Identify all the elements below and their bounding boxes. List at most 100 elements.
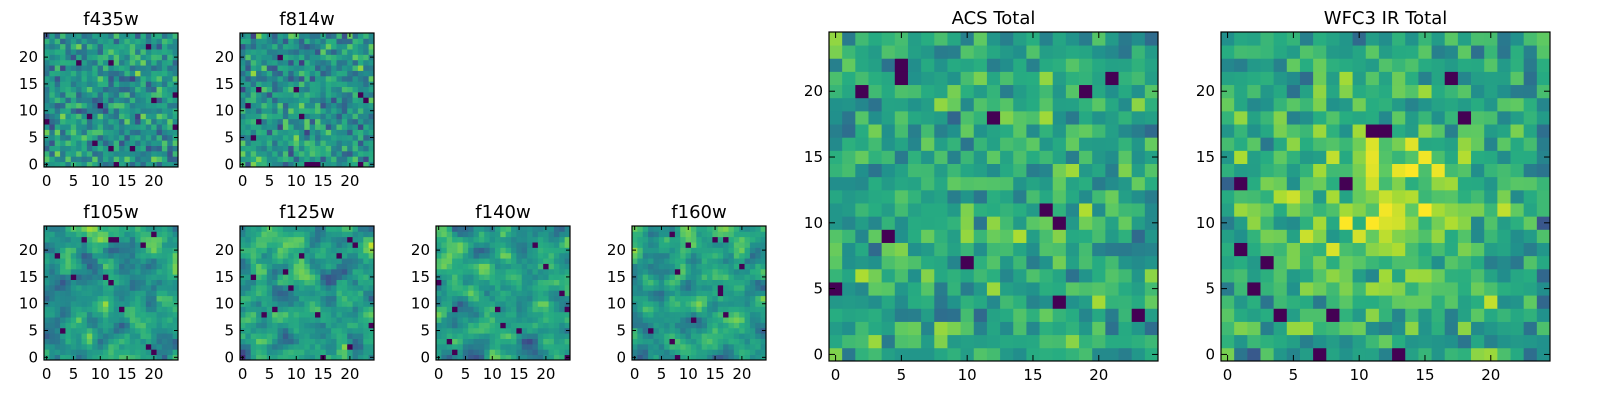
- heatmap-cell: [1431, 242, 1446, 257]
- heatmap-cell: [527, 327, 533, 334]
- heatmap-cell: [1247, 216, 1261, 230]
- heatmap-cell: [124, 349, 131, 356]
- heatmap-cell: [298, 284, 305, 291]
- heatmap-cell: [543, 258, 549, 264]
- heatmap-cell: [658, 279, 665, 286]
- heatmap-cell: [331, 124, 337, 130]
- heatmap-cell: [341, 333, 348, 339]
- heatmap-cell: [1471, 203, 1485, 217]
- heatmap-cell: [1273, 295, 1288, 309]
- heatmap-cell: [446, 236, 453, 243]
- heatmap-cell: [315, 65, 321, 71]
- heatmap-cell: [921, 110, 935, 125]
- heatmap-cell: [829, 110, 843, 125]
- heatmap-cell: [102, 134, 109, 141]
- heatmap-cell: [124, 247, 131, 254]
- heatmap-cell: [277, 54, 284, 61]
- heatmap-cell: [1431, 295, 1446, 309]
- heatmap-cell: [717, 231, 724, 238]
- heatmap-cell: [468, 236, 474, 243]
- heatmap-cell: [54, 290, 61, 297]
- heatmap-cell: [934, 268, 948, 283]
- heatmap-cell: [548, 306, 555, 313]
- heatmap-cell: [842, 321, 856, 336]
- heatmap-cell: [309, 49, 316, 55]
- heatmap-cell: [527, 231, 533, 238]
- heatmap-cell: [489, 236, 496, 243]
- heatmap-cell: [245, 301, 252, 307]
- heatmap-cell: [701, 236, 708, 243]
- heatmap-cell: [65, 161, 72, 168]
- heatmap-cell: [1378, 242, 1393, 257]
- heatmap-cell: [65, 54, 72, 61]
- heatmap-cell: [934, 97, 948, 112]
- heatmap-cell: [60, 70, 66, 77]
- heatmap-cell: [749, 311, 756, 318]
- heatmap-cell: [1052, 308, 1067, 322]
- heatmap-cell: [537, 306, 544, 313]
- heatmap-cell: [298, 263, 305, 270]
- heatmap-cell: [261, 129, 268, 136]
- heatmap-cell: [1352, 282, 1367, 296]
- heatmap-cell: [102, 226, 109, 232]
- heatmap-cell: [113, 113, 120, 120]
- heatmap-cell: [1144, 347, 1159, 362]
- heatmap-cell: [1365, 229, 1380, 243]
- heatmap-cell: [907, 110, 922, 125]
- heatmap-cell: [648, 284, 654, 291]
- heatmap-cell: [632, 236, 638, 243]
- heatmap-cell: [167, 306, 174, 313]
- heatmap-cell: [363, 343, 370, 350]
- heatmap-cell: [76, 354, 82, 361]
- heatmap-cell: [559, 295, 566, 302]
- heatmap-cell: [452, 242, 458, 248]
- heatmap-cell: [1092, 295, 1106, 309]
- heatmap-cell: [868, 334, 883, 349]
- heatmap-cell: [1536, 268, 1551, 283]
- heatmap-cell: [1431, 334, 1446, 349]
- heatmap-cell: [669, 295, 676, 302]
- heatmap-cell: [473, 295, 480, 302]
- heatmap-cell: [1273, 216, 1288, 230]
- heatmap-cell: [336, 343, 343, 350]
- heatmap-cell: [494, 295, 501, 302]
- heatmap-cell: [921, 124, 935, 138]
- heatmap-cell: [272, 327, 278, 334]
- heatmap-cell: [167, 322, 174, 329]
- heatmap-cell: [658, 236, 665, 243]
- heatmap-cell: [277, 150, 284, 157]
- heatmap-cell: [947, 84, 961, 99]
- heatmap-cell: [325, 108, 332, 114]
- heatmap-cell: [1105, 282, 1119, 296]
- heatmap-cell: [564, 242, 571, 248]
- heatmap-cell: [855, 321, 869, 336]
- heatmap-cell: [1118, 176, 1133, 191]
- heatmap-cell: [701, 226, 708, 232]
- heatmap-cell: [76, 343, 82, 350]
- heatmap-cell: [341, 242, 348, 248]
- heatmap-cell: [868, 347, 883, 362]
- heatmap-cell: [368, 43, 375, 50]
- heatmap-cell: [119, 274, 125, 280]
- heatmap-cell: [81, 354, 88, 361]
- heatmap-cell: [341, 231, 348, 238]
- heatmap-cell: [690, 295, 697, 302]
- heatmap-cell: [315, 108, 321, 114]
- heatmap-cell: [548, 274, 555, 280]
- heatmap-cell: [304, 279, 311, 286]
- heatmap-cell: [701, 301, 708, 307]
- heatmap-cell: [500, 317, 507, 323]
- heatmap-cell: [1365, 295, 1380, 309]
- heatmap-cell: [1497, 334, 1511, 349]
- heatmap-cell: [352, 140, 359, 146]
- heatmap-cell: [288, 258, 294, 264]
- heatmap-cell: [250, 274, 257, 280]
- heatmap-cell: [336, 290, 343, 297]
- heatmap-cell: [293, 140, 300, 146]
- heatmap-cell: [266, 134, 273, 141]
- heatmap-cell: [532, 349, 539, 356]
- heatmap-cell: [907, 242, 922, 257]
- heatmap-cell: [288, 145, 294, 152]
- heatmap-cell: [309, 231, 316, 238]
- heatmap-cell: [728, 343, 735, 350]
